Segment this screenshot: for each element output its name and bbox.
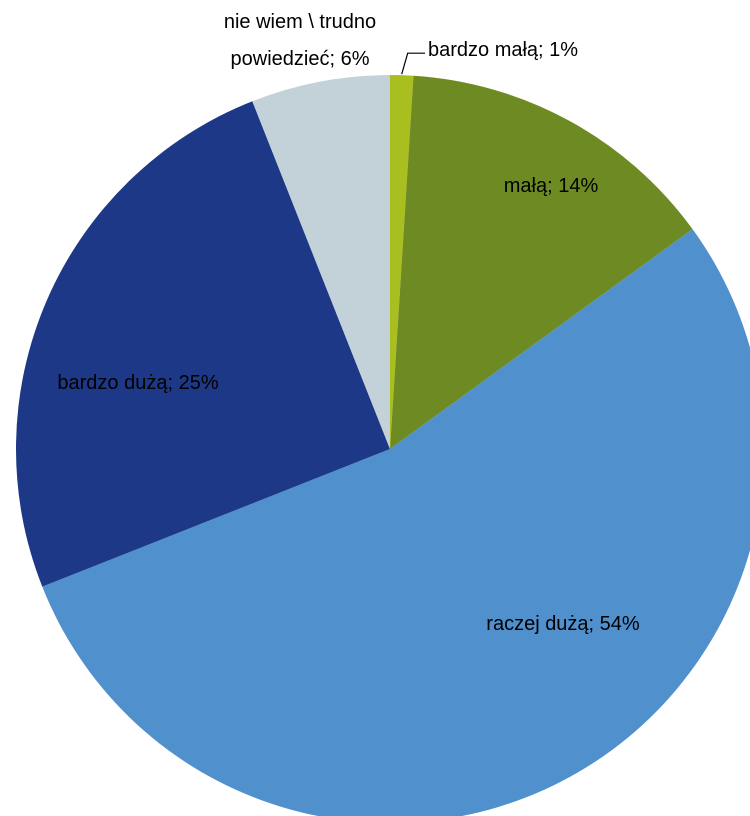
pie-slice-1 <box>390 75 693 450</box>
label-nie-wiem-line-2: powiedzieć; 6% <box>231 48 370 70</box>
pie-slice-0 <box>390 75 414 449</box>
pie-slice-4 <box>252 75 390 449</box>
pie-slice-3 <box>15 101 391 587</box>
pie-slice-2 <box>42 229 750 816</box>
label-nie-wiem-line-1: nie wiem \ trudno <box>224 11 376 33</box>
label-bardzo-duza: bardzo dużą; 25% <box>57 372 218 394</box>
leader-line <box>401 52 425 75</box>
label-bardzo-mala: bardzo małą; 1% <box>428 39 578 61</box>
label-mala: małą; 14% <box>504 175 599 197</box>
label-raczej-duza: raczej dużą; 54% <box>486 613 640 635</box>
pie-slices <box>15 75 750 816</box>
